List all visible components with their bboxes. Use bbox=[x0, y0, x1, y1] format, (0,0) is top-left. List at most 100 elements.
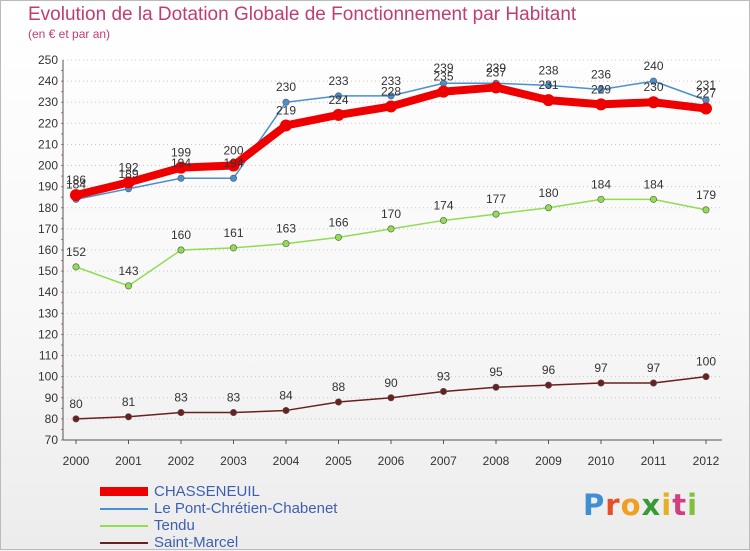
data-label: 224 bbox=[328, 93, 348, 107]
data-label: 184 bbox=[643, 177, 663, 191]
y-tick-label: 220 bbox=[38, 116, 58, 130]
data-label: 97 bbox=[594, 361, 608, 375]
data-point bbox=[385, 100, 397, 113]
data-point bbox=[72, 263, 80, 271]
legend-swatch bbox=[100, 487, 148, 496]
legend-swatch bbox=[100, 524, 148, 527]
data-label: 95 bbox=[489, 365, 503, 379]
data-point bbox=[439, 387, 447, 395]
x-tick-label: 2007 bbox=[430, 454, 457, 468]
x-tick-label: 2011 bbox=[641, 454, 667, 468]
data-label: 90 bbox=[384, 376, 398, 390]
data-point bbox=[72, 415, 80, 423]
data-label: 96 bbox=[542, 363, 556, 377]
data-point bbox=[122, 176, 135, 189]
data-label: 227 bbox=[696, 87, 716, 101]
data-point bbox=[280, 119, 292, 132]
x-tick-label: 2001 bbox=[115, 454, 142, 468]
data-point bbox=[387, 394, 395, 402]
data-point bbox=[702, 373, 710, 381]
data-label: 83 bbox=[174, 391, 188, 405]
data-label: 163 bbox=[276, 222, 296, 236]
x-tick-label: 2005 bbox=[325, 454, 352, 468]
data-point bbox=[227, 159, 240, 172]
data-point bbox=[700, 102, 712, 115]
data-point bbox=[647, 96, 660, 109]
data-label: 180 bbox=[538, 186, 558, 200]
data-point bbox=[597, 86, 605, 94]
legend-label: CHASSENEUIL bbox=[154, 483, 260, 500]
data-point bbox=[492, 210, 500, 218]
data-label: 199 bbox=[171, 146, 191, 160]
y-tick-label: 190 bbox=[38, 180, 58, 194]
x-tick-label: 2000 bbox=[63, 454, 90, 468]
data-point bbox=[542, 94, 555, 107]
data-point bbox=[177, 246, 185, 254]
legend-swatch bbox=[100, 507, 148, 510]
data-label: 179 bbox=[696, 188, 716, 202]
x-tick-label: 2006 bbox=[378, 454, 405, 468]
data-label: 166 bbox=[328, 215, 348, 229]
data-point bbox=[334, 398, 342, 406]
data-point bbox=[125, 282, 133, 290]
data-point bbox=[492, 383, 500, 391]
y-tick-label: 130 bbox=[38, 306, 58, 320]
data-label: 235 bbox=[433, 70, 453, 84]
x-tick-label: 2002 bbox=[168, 454, 195, 468]
data-label: 161 bbox=[223, 226, 243, 240]
data-label: 229 bbox=[591, 82, 611, 96]
data-label: 237 bbox=[486, 65, 506, 79]
data-label: 170 bbox=[381, 207, 401, 221]
data-label: 80 bbox=[69, 397, 83, 411]
data-point bbox=[334, 92, 342, 100]
data-label: 186 bbox=[66, 173, 86, 187]
y-tick-label: 160 bbox=[38, 243, 58, 257]
data-point bbox=[544, 81, 552, 89]
data-label: 219 bbox=[276, 103, 296, 117]
data-point bbox=[595, 98, 607, 111]
data-point bbox=[437, 85, 450, 98]
data-label: 200 bbox=[223, 144, 243, 158]
data-point bbox=[702, 206, 710, 214]
data-label: 189 bbox=[118, 167, 138, 181]
x-tick-label: 2008 bbox=[483, 454, 510, 468]
data-point bbox=[70, 189, 82, 202]
data-label: 239 bbox=[486, 61, 506, 75]
y-tick-label: 180 bbox=[38, 201, 58, 215]
legend-label: Saint-Marcel bbox=[154, 534, 239, 551]
data-label: 194 bbox=[223, 156, 243, 170]
chart-title: Evolution de la Dotation Globale de Fonc… bbox=[28, 4, 577, 25]
legend-label: Tendu bbox=[154, 517, 195, 534]
data-label: 184 bbox=[66, 177, 86, 191]
data-label: 231 bbox=[538, 78, 558, 92]
data-point bbox=[597, 379, 605, 387]
data-point bbox=[125, 413, 133, 421]
data-label: 84 bbox=[279, 388, 293, 402]
y-tick-label: 80 bbox=[45, 412, 59, 426]
data-point bbox=[332, 108, 345, 121]
data-point bbox=[649, 77, 657, 85]
chart-subtitle: (en € et par an) bbox=[28, 27, 111, 41]
data-point bbox=[544, 204, 552, 212]
data-label: 192 bbox=[118, 160, 138, 174]
data-label: 231 bbox=[696, 78, 716, 92]
data-point bbox=[387, 92, 395, 100]
data-label: 100 bbox=[696, 355, 716, 369]
data-label: 174 bbox=[433, 198, 453, 212]
data-point bbox=[439, 216, 447, 224]
y-tick-label: 170 bbox=[38, 222, 58, 236]
data-label: 230 bbox=[643, 80, 663, 94]
proxiti-logo: Proxiti bbox=[583, 488, 699, 522]
data-point bbox=[282, 98, 290, 106]
y-tick-label: 140 bbox=[38, 285, 58, 299]
data-point bbox=[282, 406, 290, 414]
data-label: 194 bbox=[171, 156, 191, 170]
data-point bbox=[175, 161, 187, 174]
y-tick-label: 210 bbox=[38, 137, 58, 151]
data-point bbox=[230, 409, 238, 417]
data-label: 233 bbox=[381, 74, 401, 88]
data-label: 233 bbox=[328, 74, 348, 88]
y-tick-label: 110 bbox=[39, 349, 58, 363]
